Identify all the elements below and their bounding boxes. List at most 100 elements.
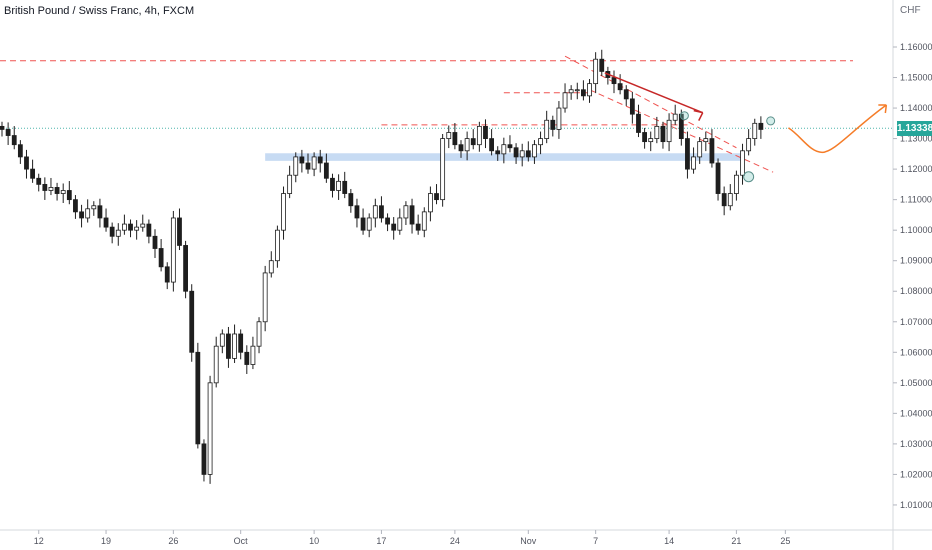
candle-up <box>654 125 660 139</box>
candle-down <box>152 235 158 249</box>
candle-down <box>66 190 72 201</box>
candle-up <box>574 89 580 92</box>
y-tick-label: 1.04000 <box>900 408 932 418</box>
candle-down <box>758 122 764 130</box>
candle-up <box>115 229 121 237</box>
x-tick-label: 7 <box>593 536 598 546</box>
trend-arrow-line <box>604 72 704 114</box>
candle-down <box>495 150 501 155</box>
candle-down <box>525 150 531 158</box>
y-tick-label: 1.07000 <box>900 317 932 327</box>
candle-up <box>568 89 574 94</box>
x-tick-label: 25 <box>780 536 790 546</box>
candle-up <box>538 138 543 146</box>
candle-down <box>636 113 641 133</box>
y-tick-label: 1.11000 <box>900 195 932 205</box>
candle-down <box>103 217 109 228</box>
candle-down <box>238 333 244 353</box>
candle-down <box>611 77 617 85</box>
candle-down <box>164 266 170 283</box>
projection-arrow-head <box>878 104 888 114</box>
marker-circle <box>679 111 689 121</box>
x-tick-label: Oct <box>234 536 249 546</box>
candle-down <box>109 226 115 237</box>
candle-down <box>36 177 42 185</box>
candle-down <box>379 205 384 219</box>
marker-circle <box>743 171 755 183</box>
candle-down <box>660 125 666 143</box>
candle-down <box>201 443 207 475</box>
y-tick-label: 1.16000 <box>900 42 932 52</box>
candle-up <box>311 156 317 170</box>
candle-down <box>489 138 495 152</box>
candle-down <box>391 223 397 231</box>
candle-down <box>483 125 488 139</box>
candle-down <box>409 205 415 225</box>
candle-down <box>189 290 195 353</box>
candle-down <box>305 162 311 170</box>
candle-up <box>544 119 550 139</box>
x-tick-label: 26 <box>168 536 178 546</box>
candle-down <box>678 113 684 139</box>
candle-down <box>348 193 354 207</box>
candle-up <box>556 107 562 130</box>
chart-title: British Pound / Swiss Franc, 4h, FXCM <box>4 5 195 17</box>
candle-down <box>642 132 647 143</box>
candle-up <box>672 113 678 121</box>
x-tick-label: Nov <box>520 536 537 546</box>
candle-down <box>434 193 439 201</box>
candle-up <box>287 174 293 194</box>
marker-circle <box>766 116 776 126</box>
candle-up <box>464 138 470 152</box>
candle-up <box>219 333 225 347</box>
x-tick-label: 17 <box>376 536 386 546</box>
candle-up <box>691 156 696 170</box>
y-tick-label: 1.10000 <box>900 225 932 235</box>
y-tick-label: 1.08000 <box>900 286 932 296</box>
currency-label: CHF <box>900 5 921 16</box>
candle-up <box>256 321 262 347</box>
candle-up <box>336 180 342 191</box>
candle-up <box>293 156 299 176</box>
candle-up <box>727 193 733 207</box>
candle-up <box>446 132 452 139</box>
candle-down <box>11 135 17 146</box>
candle-down <box>507 144 513 149</box>
y-tick-label: 1.12000 <box>900 164 932 174</box>
candle-down <box>54 187 60 194</box>
candle-down <box>299 156 305 164</box>
candle-down <box>128 223 133 231</box>
candle-down <box>360 217 366 231</box>
candle-up <box>48 187 54 191</box>
candle-down <box>354 205 360 219</box>
y-tick-label: 1.03000 <box>900 439 932 449</box>
candle-up <box>532 144 537 158</box>
candle-down <box>17 144 23 158</box>
candle-down <box>581 89 586 97</box>
candle-up <box>207 382 213 475</box>
candle-up <box>501 144 507 155</box>
candle-down <box>30 168 36 179</box>
candle-down <box>623 89 629 100</box>
candle-up <box>440 138 446 201</box>
x-tick-label: 21 <box>731 536 741 546</box>
candle-down <box>709 138 715 164</box>
current-price-label: 1.13338 <box>897 121 932 136</box>
y-tick-label: 1.13000 <box>900 134 932 144</box>
candle-up <box>403 205 409 219</box>
candle-up <box>397 217 403 231</box>
candle-down <box>342 180 348 194</box>
candle-up <box>587 83 592 97</box>
candle-up <box>593 58 599 85</box>
candle-up <box>703 138 709 143</box>
candle-down <box>146 223 152 237</box>
candle-up <box>122 223 127 231</box>
candle-down <box>323 162 329 179</box>
candle-down <box>317 156 323 164</box>
candle-up <box>213 345 219 384</box>
candle-up <box>85 208 91 219</box>
candle-up <box>372 205 378 219</box>
candle-down <box>79 211 84 219</box>
